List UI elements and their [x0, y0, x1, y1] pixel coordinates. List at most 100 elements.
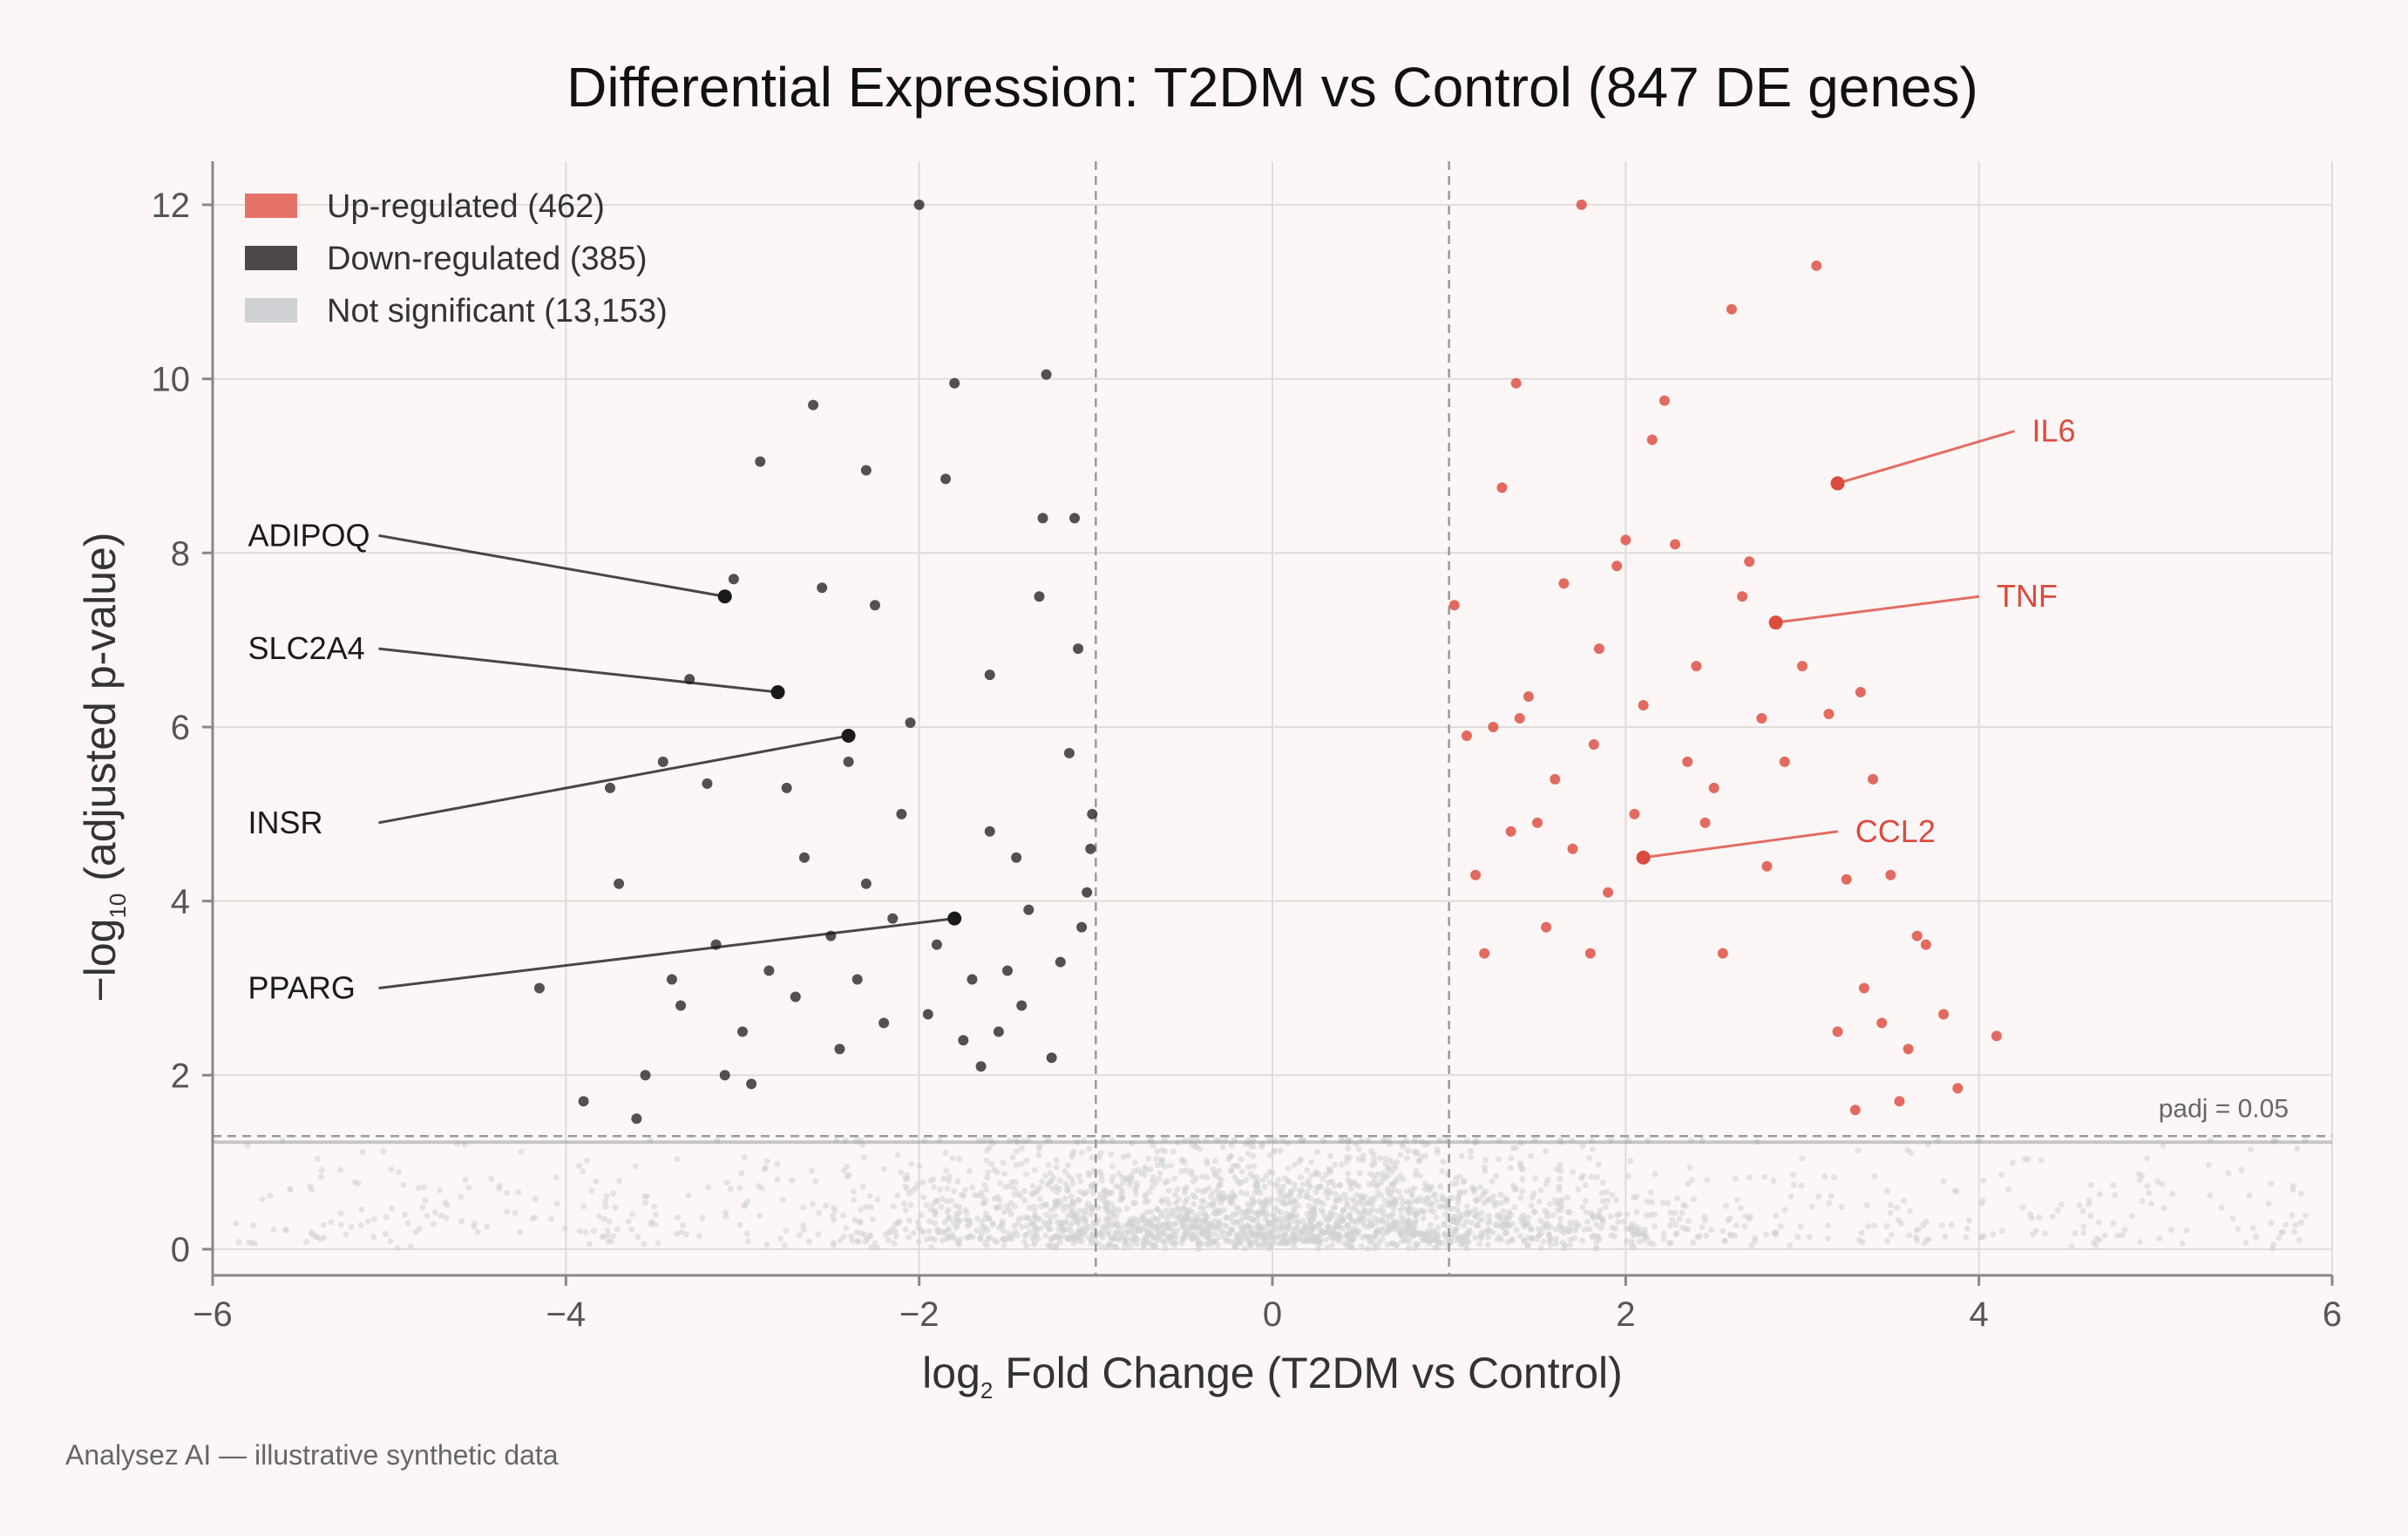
- ns-point: [1460, 1233, 1467, 1240]
- ns-point: [1031, 1241, 1038, 1248]
- ns-point: [1631, 1244, 1638, 1251]
- ns-point: [1489, 1193, 1496, 1200]
- ns-point: [1110, 1210, 1117, 1217]
- ns-point: [1086, 1145, 1093, 1152]
- ns-point: [1196, 1145, 1203, 1152]
- ns-point: [1384, 1189, 1391, 1196]
- ns-point: [738, 1170, 745, 1177]
- ns-point: [1031, 1203, 1038, 1210]
- ns-point: [1018, 1145, 1025, 1152]
- ns-point: [444, 1201, 451, 1208]
- ns-point: [474, 1228, 481, 1235]
- ns-point: [777, 1235, 784, 1242]
- up-regulated-point: [1629, 808, 1640, 819]
- ns-point: [1000, 1159, 1007, 1166]
- ns-point: [1855, 1147, 1862, 1154]
- ns-point: [2276, 1234, 2283, 1241]
- ns-point: [984, 1147, 991, 1154]
- ns-point: [1673, 1230, 1680, 1237]
- ns-point: [1752, 1234, 1759, 1241]
- ns-point: [1053, 1164, 1060, 1171]
- ns-point: [1299, 1217, 1306, 1224]
- ns-point: [1367, 1239, 1374, 1246]
- ns-point: [1378, 1192, 1385, 1199]
- ns-point: [2268, 1180, 2275, 1187]
- ns-point: [2096, 1236, 2103, 1243]
- ns-point: [1721, 1238, 1728, 1245]
- ns-point: [1219, 1144, 1226, 1151]
- ns-point: [1476, 1240, 1483, 1247]
- ns-point: [561, 1225, 568, 1232]
- not-significant-points: [213, 1137, 2332, 1253]
- ns-point: [1285, 1166, 1292, 1172]
- ns-point: [1279, 1225, 1285, 1232]
- ns-point: [415, 1185, 422, 1192]
- ns-point: [1431, 1191, 1438, 1198]
- ns-point: [655, 1240, 661, 1247]
- ns-point: [2004, 1186, 2011, 1193]
- ns-point: [2121, 1227, 2128, 1234]
- ns-point: [1078, 1149, 1085, 1156]
- ns-point: [1370, 1157, 1377, 1164]
- ns-point: [1524, 1220, 1531, 1227]
- ns-point: [1787, 1242, 1794, 1249]
- ns-point: [1089, 1154, 1095, 1161]
- ns-point: [1345, 1170, 1352, 1177]
- ns-point: [1278, 1192, 1285, 1199]
- ns-point: [2297, 1190, 2304, 1197]
- ns-point: [1047, 1169, 1054, 1176]
- ns-point: [1266, 1179, 1273, 1186]
- ns-point: [1246, 1225, 1253, 1232]
- ns-point: [1007, 1183, 1014, 1190]
- down-regulated-point: [860, 878, 872, 889]
- ns-point: [1332, 1212, 1339, 1219]
- ns-point: [1665, 1200, 1672, 1206]
- ns-point: [949, 1231, 956, 1238]
- ns-point: [1314, 1148, 1321, 1155]
- up-regulated-point: [1744, 556, 1755, 568]
- y-tick-label: 4: [171, 883, 190, 921]
- ns-point: [548, 1216, 555, 1223]
- ns-point: [966, 1167, 973, 1174]
- ns-point: [1632, 1229, 1639, 1236]
- ns-point: [1578, 1237, 1585, 1244]
- ns-point: [1068, 1193, 1075, 1200]
- ns-point: [815, 1231, 822, 1238]
- ns-point: [674, 1156, 681, 1163]
- up-regulated-point: [1858, 982, 1869, 994]
- ns-point: [1157, 1170, 1163, 1177]
- ns-point: [1142, 1164, 1149, 1171]
- ns-point: [512, 1209, 519, 1216]
- ns-point: [2218, 1204, 2225, 1211]
- ns-point: [1236, 1235, 1243, 1242]
- down-regulated-point: [1087, 808, 1098, 819]
- ns-point: [1217, 1181, 1224, 1188]
- ns-point: [1247, 1143, 1254, 1150]
- ns-point: [1353, 1228, 1360, 1235]
- ns-point: [962, 1186, 969, 1193]
- ns-point: [652, 1221, 659, 1228]
- ns-point: [982, 1210, 989, 1217]
- ns-point: [317, 1173, 324, 1180]
- ns-point: [1269, 1170, 1276, 1177]
- ns-point: [860, 1154, 867, 1161]
- ns-point: [1388, 1168, 1395, 1175]
- ns-point: [1593, 1239, 1600, 1246]
- ns-point: [1604, 1197, 1611, 1204]
- ns-point: [1998, 1172, 2005, 1179]
- ns-point: [1280, 1183, 1287, 1190]
- ns-point: [848, 1233, 855, 1240]
- ns-point: [1048, 1178, 1055, 1185]
- ns-point: [891, 1240, 898, 1247]
- ns-point: [1001, 1242, 1007, 1249]
- ns-point: [1577, 1175, 1584, 1182]
- ns-point: [1791, 1181, 1798, 1188]
- up-regulated-point: [1514, 713, 1525, 724]
- ns-point: [695, 1233, 702, 1240]
- ns-point: [2076, 1202, 2083, 1209]
- ns-point: [1557, 1161, 1564, 1168]
- ns-point: [1039, 1179, 1046, 1186]
- up-regulated-point: [1717, 948, 1728, 959]
- ns-point: [1660, 1235, 1667, 1242]
- ns-point: [1666, 1222, 1673, 1229]
